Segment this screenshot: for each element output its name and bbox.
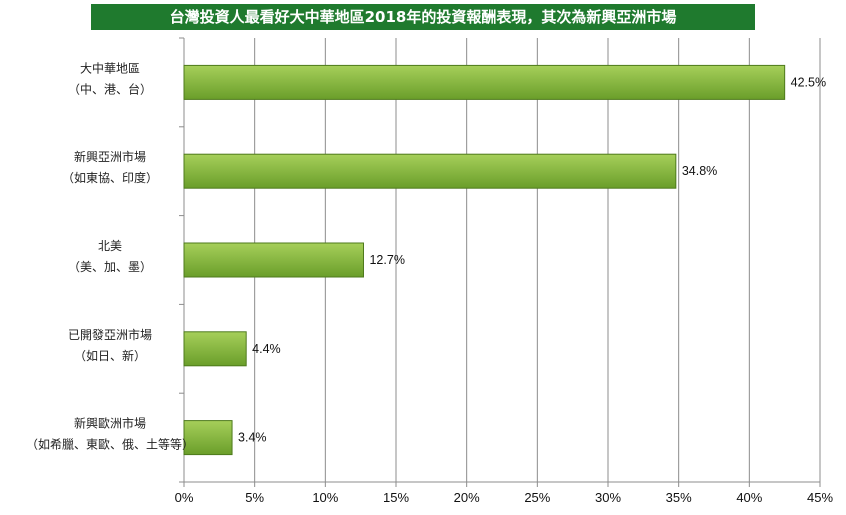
x-tick-label: 10% xyxy=(312,490,338,505)
bars xyxy=(183,64,786,456)
data-label: 34.8% xyxy=(682,164,717,178)
category-label: （如東協、印度） xyxy=(62,170,158,185)
bar xyxy=(183,64,786,100)
x-tick-label: 20% xyxy=(454,490,480,505)
category-label: （如日、新） xyxy=(74,348,146,363)
category-label: （如希臘、東歐、俄、土等等） xyxy=(26,437,194,452)
x-tick-label: 40% xyxy=(736,490,762,505)
x-tick-label: 25% xyxy=(524,490,550,505)
bar xyxy=(183,242,364,278)
data-label: 42.5% xyxy=(791,75,826,89)
chart-title: 台灣投資人最看好大中華地區2018年的投資報酬表現，其次為新興亞洲市場 xyxy=(91,4,755,30)
x-tick-label: 15% xyxy=(383,490,409,505)
x-tick-label: 35% xyxy=(666,490,692,505)
category-label: 新興亞洲市場 xyxy=(74,149,146,164)
data-label: 12.7% xyxy=(369,253,404,267)
x-tick-label: 5% xyxy=(245,490,264,505)
category-label: （美、加、墨） xyxy=(68,260,152,274)
category-label: （中、港、台） xyxy=(68,81,152,96)
bar xyxy=(183,420,233,456)
bar xyxy=(183,331,247,367)
category-label: 已開發亞洲市場 xyxy=(68,327,152,342)
x-tick-label: 45% xyxy=(807,490,833,505)
data-label: 3.4% xyxy=(238,431,267,445)
bar xyxy=(183,153,677,189)
data-label: 4.4% xyxy=(252,342,280,356)
category-label: 新興歐洲市場 xyxy=(74,416,146,431)
category-label: 大中華地區 xyxy=(80,60,140,75)
category-label: 北美 xyxy=(98,239,122,253)
labels: 0% 5% 10% 15% 20% 25% 30% 35% 40% 45% 42.5% 大中華地區 （中… xyxy=(26,60,833,505)
x-tick-label: 0% xyxy=(175,490,194,505)
x-tick-label: 30% xyxy=(595,490,621,505)
